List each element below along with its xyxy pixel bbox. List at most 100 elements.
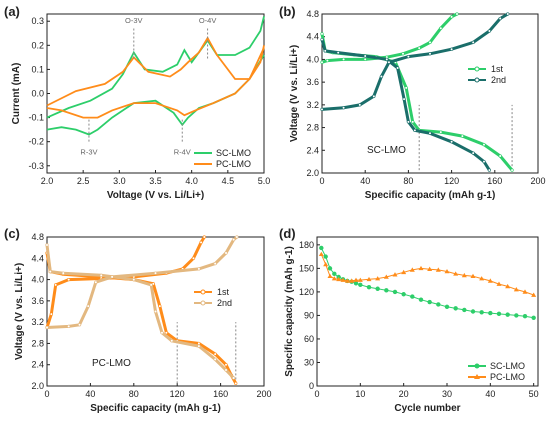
series-2nd-charge-line: [321, 12, 509, 111]
legend-marker: [200, 289, 206, 295]
panel-3: (c) 0 40 80 120 160 200 2.0 2.4 2.8 3.2 3.6 4.0 4.4 4.…: [4, 226, 272, 414]
legend-label: 1st: [217, 287, 230, 297]
y-tick-label: -0.1: [28, 113, 44, 123]
data-point: [471, 151, 475, 155]
data-point: [487, 29, 492, 33]
annotation-label: R-3V: [80, 148, 97, 157]
y-axis-label: Voltage (V vs. Li/Li+): [14, 263, 25, 360]
plot-frame: [321, 13, 539, 174]
data-point: [409, 267, 415, 272]
y-tick-label: 2.4: [31, 360, 44, 370]
data-point: [411, 120, 415, 124]
data-point: [149, 283, 153, 287]
y-tick-label: 4.8: [31, 232, 44, 242]
data-point: [392, 272, 398, 277]
data-point: [318, 251, 324, 257]
data-point: [531, 315, 536, 320]
data-point: [453, 306, 458, 311]
x-axis-label: Voltage (V vs. Li/Li+): [107, 190, 204, 201]
data-point: [506, 12, 510, 16]
legend-marker: [474, 374, 480, 379]
y-tick-label: 3.6: [31, 296, 44, 306]
series-2nd-discharge-line: [45, 244, 235, 380]
data-point: [358, 103, 362, 107]
data-point: [342, 106, 346, 110]
data-point: [67, 324, 71, 329]
y-tick-label: 0.0: [31, 89, 44, 99]
y-tick-label: 4.4: [31, 253, 44, 263]
data-point: [450, 47, 454, 51]
y-tick-label: 4.8: [306, 9, 319, 19]
y-axis-label: Current (mA): [11, 63, 22, 125]
data-point: [406, 120, 411, 124]
series-2nd-discharge-line: [320, 39, 491, 171]
annotation-label: O-3V: [125, 16, 143, 25]
y-tick-label: 120: [299, 287, 314, 297]
data-point: [479, 276, 485, 281]
data-point: [427, 266, 433, 271]
y-tick-label: 0.1: [31, 64, 44, 74]
data-point: [320, 107, 324, 111]
sample-label: SC-LMO: [367, 145, 406, 156]
data-point: [349, 278, 355, 283]
data-point: [232, 376, 236, 380]
legend-marker: [474, 77, 480, 83]
series-PC-LMO-anodic-line: [46, 36, 265, 107]
data-point: [396, 66, 400, 70]
y-axis-label: Voltage (V vs. Li/Li+): [289, 45, 300, 142]
data-point: [450, 140, 454, 144]
data-point: [428, 131, 432, 135]
data-point: [164, 331, 168, 335]
legend-label: SC-LMO: [490, 361, 525, 371]
x-axis-label: Specific capacity (mAh g-1): [365, 190, 496, 201]
data-point: [320, 60, 324, 64]
data-point: [213, 357, 217, 361]
x-tick-label: 5.0: [258, 176, 271, 186]
data-point: [197, 344, 201, 348]
data-point: [402, 97, 406, 101]
data-point: [375, 276, 381, 281]
data-point: [461, 272, 467, 278]
data-point: [418, 265, 424, 271]
legend-label: PC-LMO: [216, 159, 251, 169]
x-tick-label: 0: [319, 176, 324, 186]
sample-label: PC-LMO: [92, 358, 131, 369]
x-tick-label: 4.0: [185, 176, 198, 186]
y-tick-label: 30: [304, 357, 314, 367]
annotation-label: R-4V: [174, 148, 191, 157]
data-point: [197, 341, 201, 346]
data-point: [353, 277, 359, 282]
data-point: [470, 309, 476, 314]
data-point: [357, 277, 363, 282]
data-point: [531, 292, 537, 297]
data-point: [479, 310, 484, 315]
x-tick-label: 80: [129, 389, 139, 399]
data-point: [417, 46, 421, 50]
y-tick-label: 150: [299, 263, 314, 273]
data-point: [444, 304, 450, 309]
panel-4: (d) 0 10 20 30 40 50 0 30 60 90 120 150 180 Cycle numb…: [279, 226, 539, 414]
y-tick-label: 2.8: [31, 338, 44, 348]
data-point: [462, 307, 467, 313]
data-point: [235, 235, 239, 239]
data-point: [224, 363, 228, 367]
data-point: [325, 58, 330, 63]
series-2nd-charge-line: [46, 235, 238, 329]
data-point: [340, 277, 346, 282]
x-tick-label: 160: [213, 389, 228, 399]
data-point: [320, 32, 324, 36]
y-tick-label: 4.4: [306, 32, 319, 42]
data-point: [404, 86, 408, 90]
data-point: [232, 238, 236, 242]
y-tick-label: 0: [309, 381, 314, 391]
data-point: [77, 323, 82, 327]
data-point: [61, 271, 65, 275]
data-point: [401, 292, 406, 297]
data-point: [387, 60, 391, 64]
data-point: [197, 267, 201, 271]
data-point: [54, 283, 58, 287]
data-point: [213, 262, 217, 266]
legend-label: 2nd: [217, 298, 232, 308]
x-tick-label: 200: [530, 176, 545, 186]
legend-marker: [474, 363, 480, 369]
